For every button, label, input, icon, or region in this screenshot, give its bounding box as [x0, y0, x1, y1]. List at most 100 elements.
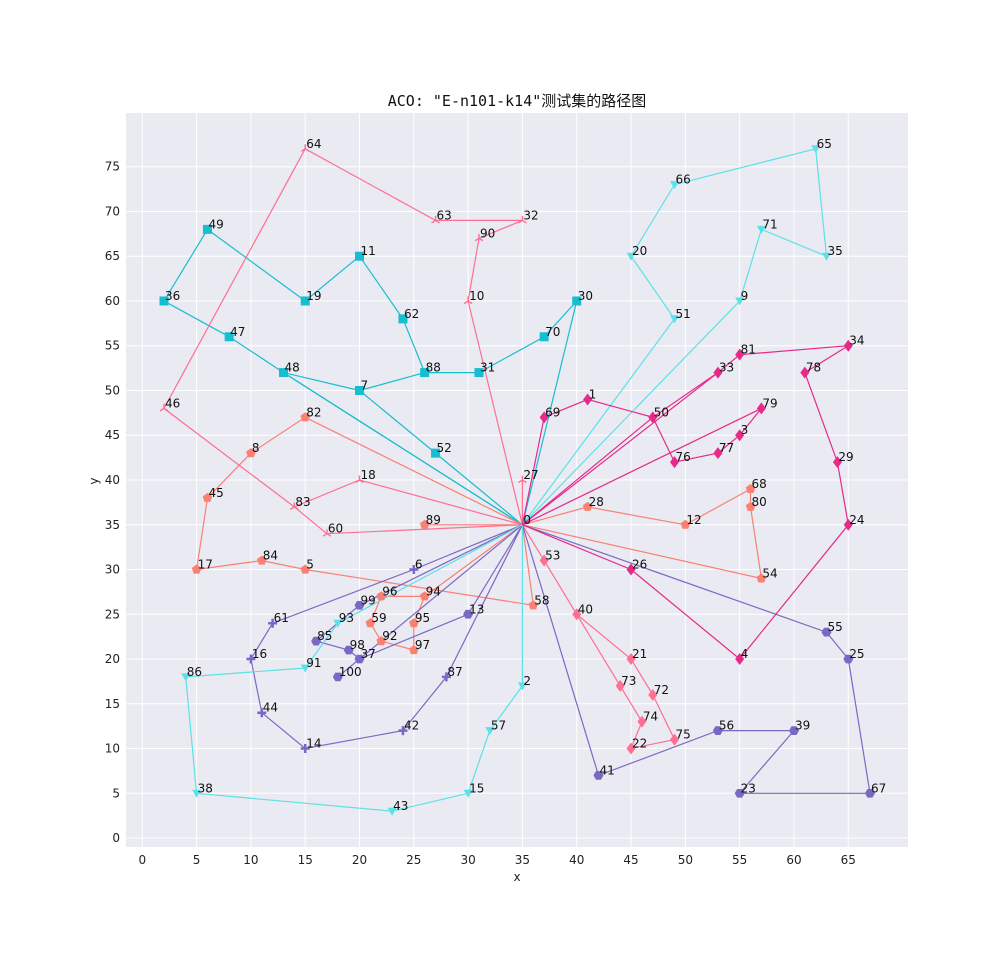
- node-label: 88: [426, 361, 441, 375]
- node-label: 9: [741, 289, 749, 303]
- node-marker: [300, 744, 310, 754]
- node-marker: [192, 789, 202, 798]
- node-marker: [756, 225, 766, 234]
- node-marker: [246, 448, 256, 458]
- node-marker: [539, 411, 549, 424]
- node-marker: [398, 726, 408, 736]
- node-label: 12: [686, 513, 701, 527]
- node-label: 50: [654, 405, 669, 419]
- node-label: 24: [849, 513, 864, 527]
- x-tick-label: 35: [515, 853, 530, 867]
- node-marker: [355, 251, 365, 261]
- node-marker: [202, 224, 212, 234]
- node-marker: [463, 609, 474, 619]
- node-marker: [181, 673, 191, 682]
- y-tick-label: 0: [112, 831, 120, 845]
- node-marker: [712, 726, 723, 735]
- node-marker: [159, 296, 169, 306]
- node-label: 1: [589, 387, 597, 401]
- node-marker: [669, 315, 679, 324]
- node-label: 73: [621, 674, 636, 688]
- node-marker: [300, 412, 310, 422]
- x-tick-label: 0: [138, 853, 146, 867]
- node-label: 100: [339, 665, 362, 679]
- node-label: 48: [284, 361, 299, 375]
- node-marker: [463, 789, 473, 798]
- node-label: 31: [480, 361, 495, 375]
- node-marker: [343, 645, 354, 655]
- node-label: 44: [263, 701, 278, 715]
- node-label: 91: [306, 656, 321, 670]
- x-tick-label: 25: [406, 853, 421, 867]
- node-label: 70: [545, 325, 560, 339]
- node-label: 68: [752, 477, 767, 491]
- x-tick-label: 55: [732, 853, 747, 867]
- node-marker: [300, 144, 310, 152]
- x-ticks: 0 5 10 15 20 25 30 35 40 45 50 55 60 65: [138, 853, 855, 867]
- node-marker: [419, 591, 430, 601]
- node-marker: [713, 366, 723, 379]
- node-label: 56: [719, 719, 734, 733]
- node-marker: [583, 393, 593, 406]
- node-label: 59: [371, 611, 386, 625]
- node-label: 54: [762, 566, 777, 580]
- node-marker: [365, 618, 376, 628]
- node-marker: [626, 563, 636, 576]
- node-marker: [680, 519, 691, 529]
- node-marker: [713, 447, 723, 460]
- node-label: 92: [382, 629, 397, 643]
- node-marker: [648, 411, 658, 424]
- node-label: 93: [339, 611, 354, 625]
- y-tick-label: 10: [105, 742, 120, 756]
- node-marker: [811, 145, 821, 154]
- node-marker: [409, 645, 419, 655]
- node-marker: [669, 733, 679, 746]
- node-label: 14: [306, 737, 321, 751]
- node-marker: [159, 403, 169, 412]
- node-marker: [420, 368, 430, 378]
- node-label: 57: [491, 719, 506, 733]
- node-label: 20: [632, 244, 647, 258]
- node-label: 34: [849, 334, 864, 348]
- node-marker: [354, 654, 365, 664]
- node-marker: [637, 715, 647, 728]
- node-label: 58: [534, 593, 549, 607]
- node-marker: [626, 653, 636, 666]
- node-marker: [528, 600, 538, 610]
- node-marker: [821, 627, 832, 637]
- node-label: 32: [523, 208, 538, 222]
- node-marker: [355, 475, 364, 484]
- node-label: 52: [437, 441, 452, 455]
- node-label: 21: [632, 647, 647, 661]
- node-marker: [745, 501, 756, 511]
- node-label: 13: [469, 602, 484, 616]
- node-label: 27: [523, 468, 538, 482]
- node-label: 85: [317, 629, 332, 643]
- node-marker: [735, 297, 745, 306]
- y-tick-label: 15: [105, 697, 120, 711]
- node-marker: [322, 529, 332, 537]
- node-marker: [539, 554, 549, 567]
- node-marker: [648, 688, 658, 701]
- node-marker: [354, 601, 365, 610]
- x-tick-label: 65: [841, 853, 856, 867]
- node-marker: [355, 385, 365, 395]
- y-tick-label: 40: [105, 473, 120, 487]
- node-marker: [268, 618, 278, 628]
- node-label: 67: [871, 781, 886, 795]
- node-label: 63: [437, 208, 452, 222]
- node-label: 26: [632, 558, 647, 572]
- node-label: 79: [762, 396, 777, 410]
- node-marker: [745, 484, 756, 493]
- node-label: 89: [426, 513, 441, 527]
- node-marker: [202, 492, 213, 502]
- node-label: 45: [208, 486, 223, 500]
- node-marker: [311, 636, 322, 646]
- node-marker: [843, 518, 853, 531]
- node-marker: [300, 296, 310, 306]
- node-marker: [376, 591, 386, 601]
- x-axis-label: x: [513, 870, 520, 884]
- node-label: 64: [306, 137, 321, 151]
- x-tick-label: 60: [786, 853, 801, 867]
- node-marker: [224, 332, 234, 342]
